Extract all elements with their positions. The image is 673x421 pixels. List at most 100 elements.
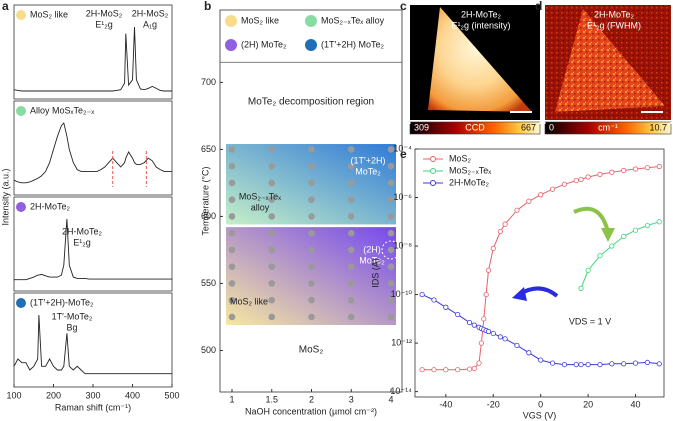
data-point bbox=[443, 304, 449, 310]
legend-marker bbox=[430, 156, 436, 162]
sample-dot bbox=[347, 296, 355, 304]
y-tick-label: 10⁻¹⁰ bbox=[391, 289, 413, 299]
data-point bbox=[578, 285, 584, 291]
sample-dot bbox=[308, 196, 315, 203]
legend-label: MoS₂₋ₓTeₓ alloy bbox=[321, 15, 385, 25]
plot-frame bbox=[414, 148, 665, 398]
sample-dot bbox=[308, 263, 315, 270]
arrow-green-head bbox=[601, 228, 615, 242]
sample-dot bbox=[268, 179, 276, 187]
sample-dot bbox=[228, 196, 236, 203]
sample-dot bbox=[228, 246, 236, 254]
data-point bbox=[585, 174, 591, 180]
data-point bbox=[578, 361, 584, 368]
sample-dot bbox=[228, 263, 236, 270]
x-tick-label: 20 bbox=[583, 399, 593, 409]
data-point bbox=[632, 166, 639, 172]
colorbar-tick-label: 0 bbox=[549, 122, 554, 132]
legend-label: (2H) MoTe₂ bbox=[241, 39, 287, 49]
x-axis-label: VGS (V) bbox=[523, 410, 557, 420]
data-point bbox=[621, 361, 627, 367]
annotation: VDS = 1 V bbox=[569, 316, 611, 326]
y-axis-label: Intensity (a.u.) bbox=[0, 168, 10, 225]
sample-dot bbox=[228, 162, 236, 170]
sample-dot bbox=[308, 179, 315, 187]
data-point bbox=[597, 361, 603, 368]
data-point bbox=[455, 311, 461, 318]
data-point bbox=[609, 243, 615, 249]
legend-label: 2H-MoTe₂ bbox=[30, 201, 71, 211]
data-point bbox=[644, 359, 651, 366]
arrow-blue-head bbox=[512, 287, 527, 301]
sample-dot bbox=[308, 213, 315, 220]
peak-annotation: E¹₂g bbox=[73, 237, 91, 247]
sample-dot bbox=[347, 162, 355, 170]
sample-dot bbox=[347, 179, 355, 187]
data-point bbox=[443, 367, 449, 373]
data-point bbox=[609, 361, 615, 367]
x-tick-label: 1.5 bbox=[265, 394, 278, 404]
x-tick-label: 0 bbox=[538, 399, 543, 409]
legend-label: Alloy MoSₓTe₂₋ₓ bbox=[30, 105, 94, 115]
flake bbox=[428, 7, 532, 112]
data-point bbox=[497, 228, 503, 235]
data-point bbox=[644, 165, 651, 171]
spectrum-line bbox=[13, 314, 172, 375]
region-label: MoS₂₋ₓTeₓ bbox=[239, 191, 281, 201]
y-axis-label: IDS (A) bbox=[370, 258, 380, 288]
data-point bbox=[490, 245, 496, 251]
legend-marker bbox=[16, 298, 26, 308]
map-title: 2H-MoTe₂ bbox=[461, 9, 502, 19]
panel-label: a bbox=[2, 0, 9, 13]
legend-marker bbox=[16, 10, 26, 20]
y-tick-label: 10⁻⁴ bbox=[393, 143, 412, 153]
legend-label: MoS₂ like bbox=[241, 15, 279, 25]
y-tick-label: 600 bbox=[201, 211, 216, 221]
peak-annotation: A₁g bbox=[143, 19, 157, 29]
colorbar-tick-label: 10.7 bbox=[649, 122, 667, 132]
series-line bbox=[421, 294, 660, 366]
region-label: MoS₂ bbox=[299, 345, 324, 356]
legend-label: MoS₂ like bbox=[30, 9, 68, 19]
y-tick-label: 500 bbox=[201, 345, 216, 355]
flake bbox=[555, 9, 665, 112]
data-point bbox=[549, 186, 556, 192]
strip-frame bbox=[13, 100, 173, 196]
data-point bbox=[502, 336, 508, 342]
map-title: E¹₂g (intensity) bbox=[451, 20, 510, 30]
data-point bbox=[656, 163, 662, 170]
x-tick-label: 40 bbox=[631, 399, 641, 409]
sample-dot bbox=[387, 280, 395, 287]
y-tick-label: 10⁻¹⁴ bbox=[390, 386, 412, 396]
legend-marker bbox=[305, 15, 317, 27]
highlight-ring bbox=[381, 240, 401, 260]
sample-dot bbox=[268, 213, 276, 220]
map-title: E¹₂g (FWHM) bbox=[587, 20, 641, 30]
colorbar-label: CCD bbox=[465, 122, 485, 132]
y-tick-label: 550 bbox=[201, 278, 216, 288]
phase-region bbox=[226, 227, 396, 325]
legend-marker bbox=[16, 106, 26, 116]
sample-dot bbox=[268, 146, 276, 153]
sample-dot bbox=[228, 280, 236, 287]
data-point bbox=[471, 365, 477, 372]
data-point bbox=[481, 316, 487, 322]
region-label: (1T′+2H) bbox=[351, 155, 386, 165]
legend-marker bbox=[430, 180, 436, 186]
region-label: MoTe₂ bbox=[359, 255, 385, 265]
data-point bbox=[621, 167, 627, 174]
series-line bbox=[580, 221, 660, 289]
data-point bbox=[561, 181, 568, 187]
x-tick-label: 500 bbox=[164, 390, 179, 400]
legend-label: MoS₂₋ₓTeₓ bbox=[449, 165, 491, 175]
sample-dot bbox=[308, 146, 315, 153]
region-label: MoTe₂ bbox=[355, 166, 381, 176]
sample-dot bbox=[387, 296, 395, 304]
sample-dot bbox=[387, 196, 395, 203]
colorbar-tick-label: 309 bbox=[414, 122, 429, 132]
data-point bbox=[431, 367, 437, 373]
sample-dot bbox=[228, 229, 236, 237]
data-point bbox=[585, 361, 591, 368]
panel-label: c bbox=[400, 0, 407, 13]
